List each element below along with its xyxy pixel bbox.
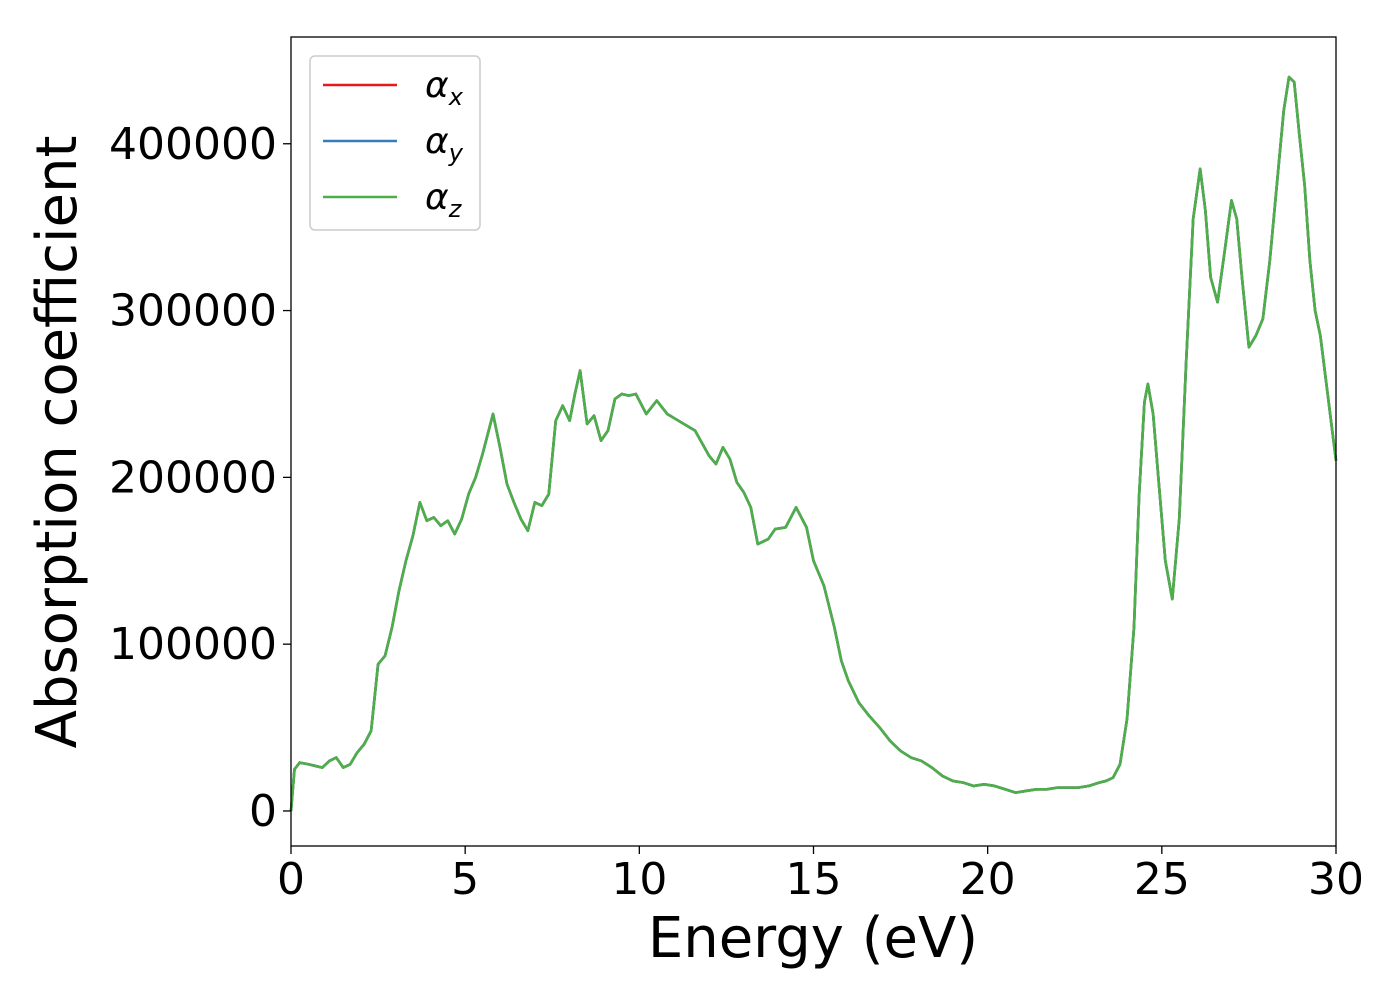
y-axis-title: Absorption coefficient bbox=[25, 136, 90, 749]
legend-box bbox=[309, 55, 481, 231]
series-line-alpha-z bbox=[289, 75, 1338, 812]
series-layer bbox=[289, 75, 1338, 812]
y-tick-label: 100000 bbox=[109, 619, 277, 670]
y-axis: 0 100000 200000 300000 400000 bbox=[109, 119, 291, 837]
x-axis-title: Energy (eV) bbox=[648, 906, 978, 971]
legend: αx αy αz bbox=[309, 55, 481, 231]
y-tick-label: 300000 bbox=[109, 286, 277, 337]
x-tick-label: 30 bbox=[1308, 854, 1364, 905]
y-tick-label: 400000 bbox=[109, 119, 277, 170]
x-tick-label: 20 bbox=[960, 854, 1016, 905]
legend-label-alpha-z: αz bbox=[425, 177, 463, 223]
x-tick-label: 25 bbox=[1134, 854, 1190, 905]
x-tick-label: 5 bbox=[451, 854, 479, 905]
x-tick-label: 15 bbox=[786, 854, 842, 905]
legend-label-alpha-y: αy bbox=[425, 121, 464, 167]
x-tick-label: 10 bbox=[611, 854, 667, 905]
x-tick-label: 0 bbox=[277, 854, 305, 905]
x-axis: 0 5 10 15 20 25 30 bbox=[277, 846, 1364, 905]
y-tick-label: 200000 bbox=[109, 452, 277, 503]
legend-label-alpha-x: αx bbox=[425, 65, 464, 111]
y-tick-label: 0 bbox=[249, 786, 277, 837]
